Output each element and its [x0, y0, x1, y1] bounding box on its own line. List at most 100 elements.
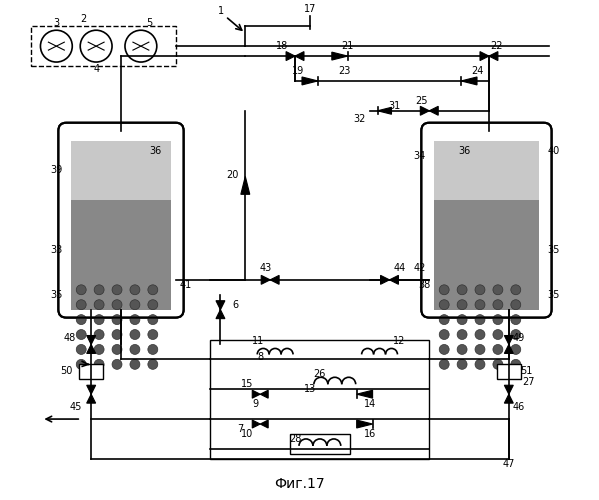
- Polygon shape: [295, 52, 304, 60]
- Text: 40: 40: [547, 146, 559, 156]
- Circle shape: [457, 233, 467, 243]
- Text: 16: 16: [364, 429, 376, 439]
- Circle shape: [148, 233, 158, 243]
- Circle shape: [130, 247, 140, 257]
- Text: 38: 38: [418, 280, 431, 290]
- Circle shape: [475, 330, 485, 340]
- Polygon shape: [252, 420, 260, 428]
- Circle shape: [457, 344, 467, 354]
- Circle shape: [511, 205, 521, 215]
- Text: 31: 31: [388, 101, 401, 111]
- Text: 6: 6: [232, 300, 238, 310]
- Circle shape: [439, 300, 449, 310]
- Circle shape: [493, 314, 503, 324]
- Polygon shape: [377, 108, 392, 114]
- Circle shape: [94, 300, 104, 310]
- Text: 49: 49: [513, 332, 525, 342]
- Polygon shape: [356, 390, 373, 398]
- Polygon shape: [420, 106, 429, 116]
- Polygon shape: [216, 300, 225, 310]
- Circle shape: [493, 330, 503, 340]
- Circle shape: [493, 247, 503, 257]
- Text: 20: 20: [226, 170, 238, 180]
- Text: 13: 13: [304, 384, 316, 394]
- Circle shape: [94, 314, 104, 324]
- Text: 25: 25: [415, 96, 428, 106]
- Circle shape: [112, 247, 122, 257]
- Text: 5: 5: [146, 18, 152, 28]
- Circle shape: [76, 360, 86, 370]
- Text: 41: 41: [180, 280, 192, 290]
- Circle shape: [76, 247, 86, 257]
- Polygon shape: [260, 420, 268, 428]
- Text: 44: 44: [394, 263, 406, 273]
- Text: 42: 42: [413, 263, 425, 273]
- Text: 26: 26: [314, 370, 326, 380]
- Text: 17: 17: [304, 4, 316, 15]
- Circle shape: [439, 360, 449, 370]
- Circle shape: [511, 233, 521, 243]
- Text: 50: 50: [60, 366, 72, 376]
- Bar: [71, 200, 171, 310]
- Text: 24: 24: [471, 66, 483, 76]
- Text: 27: 27: [522, 378, 535, 388]
- Circle shape: [148, 314, 158, 324]
- Circle shape: [511, 300, 521, 310]
- Text: 48: 48: [63, 332, 75, 342]
- Text: 36: 36: [150, 146, 162, 156]
- Text: 36: 36: [458, 146, 470, 156]
- Circle shape: [493, 219, 503, 229]
- Circle shape: [76, 285, 86, 294]
- Text: 21: 21: [341, 41, 354, 51]
- Circle shape: [94, 219, 104, 229]
- Bar: [497, 364, 521, 380]
- Polygon shape: [332, 52, 348, 60]
- Polygon shape: [87, 336, 96, 344]
- Circle shape: [148, 330, 158, 340]
- Circle shape: [130, 314, 140, 324]
- Circle shape: [76, 314, 86, 324]
- Bar: [434, 200, 539, 310]
- Text: 14: 14: [364, 399, 376, 409]
- Circle shape: [439, 247, 449, 257]
- Text: 32: 32: [353, 114, 366, 124]
- Text: 45: 45: [70, 402, 83, 412]
- Circle shape: [493, 233, 503, 243]
- Polygon shape: [270, 276, 279, 284]
- Polygon shape: [429, 106, 438, 116]
- Circle shape: [94, 247, 104, 257]
- Polygon shape: [241, 176, 250, 194]
- Circle shape: [475, 344, 485, 354]
- Circle shape: [76, 219, 86, 229]
- Circle shape: [457, 219, 467, 229]
- Circle shape: [475, 205, 485, 215]
- Text: 10: 10: [241, 429, 253, 439]
- Circle shape: [148, 344, 158, 354]
- Text: Фиг.17: Фиг.17: [274, 476, 324, 490]
- Circle shape: [76, 300, 86, 310]
- Polygon shape: [504, 385, 513, 394]
- Circle shape: [148, 300, 158, 310]
- Circle shape: [457, 205, 467, 215]
- Circle shape: [511, 330, 521, 340]
- Text: 9: 9: [252, 399, 258, 409]
- Text: 47: 47: [503, 459, 515, 469]
- Polygon shape: [356, 420, 373, 428]
- Text: 3: 3: [53, 18, 59, 28]
- Polygon shape: [480, 52, 489, 60]
- Polygon shape: [261, 276, 270, 284]
- Bar: [210, 340, 429, 459]
- Polygon shape: [489, 52, 498, 60]
- Circle shape: [112, 330, 122, 340]
- Text: 51: 51: [521, 366, 533, 376]
- Circle shape: [112, 233, 122, 243]
- Circle shape: [130, 219, 140, 229]
- Circle shape: [511, 285, 521, 294]
- Circle shape: [94, 205, 104, 215]
- Circle shape: [475, 233, 485, 243]
- Text: 19: 19: [292, 66, 304, 76]
- Polygon shape: [87, 394, 96, 403]
- Text: 1: 1: [219, 6, 225, 16]
- Circle shape: [457, 360, 467, 370]
- Circle shape: [439, 233, 449, 243]
